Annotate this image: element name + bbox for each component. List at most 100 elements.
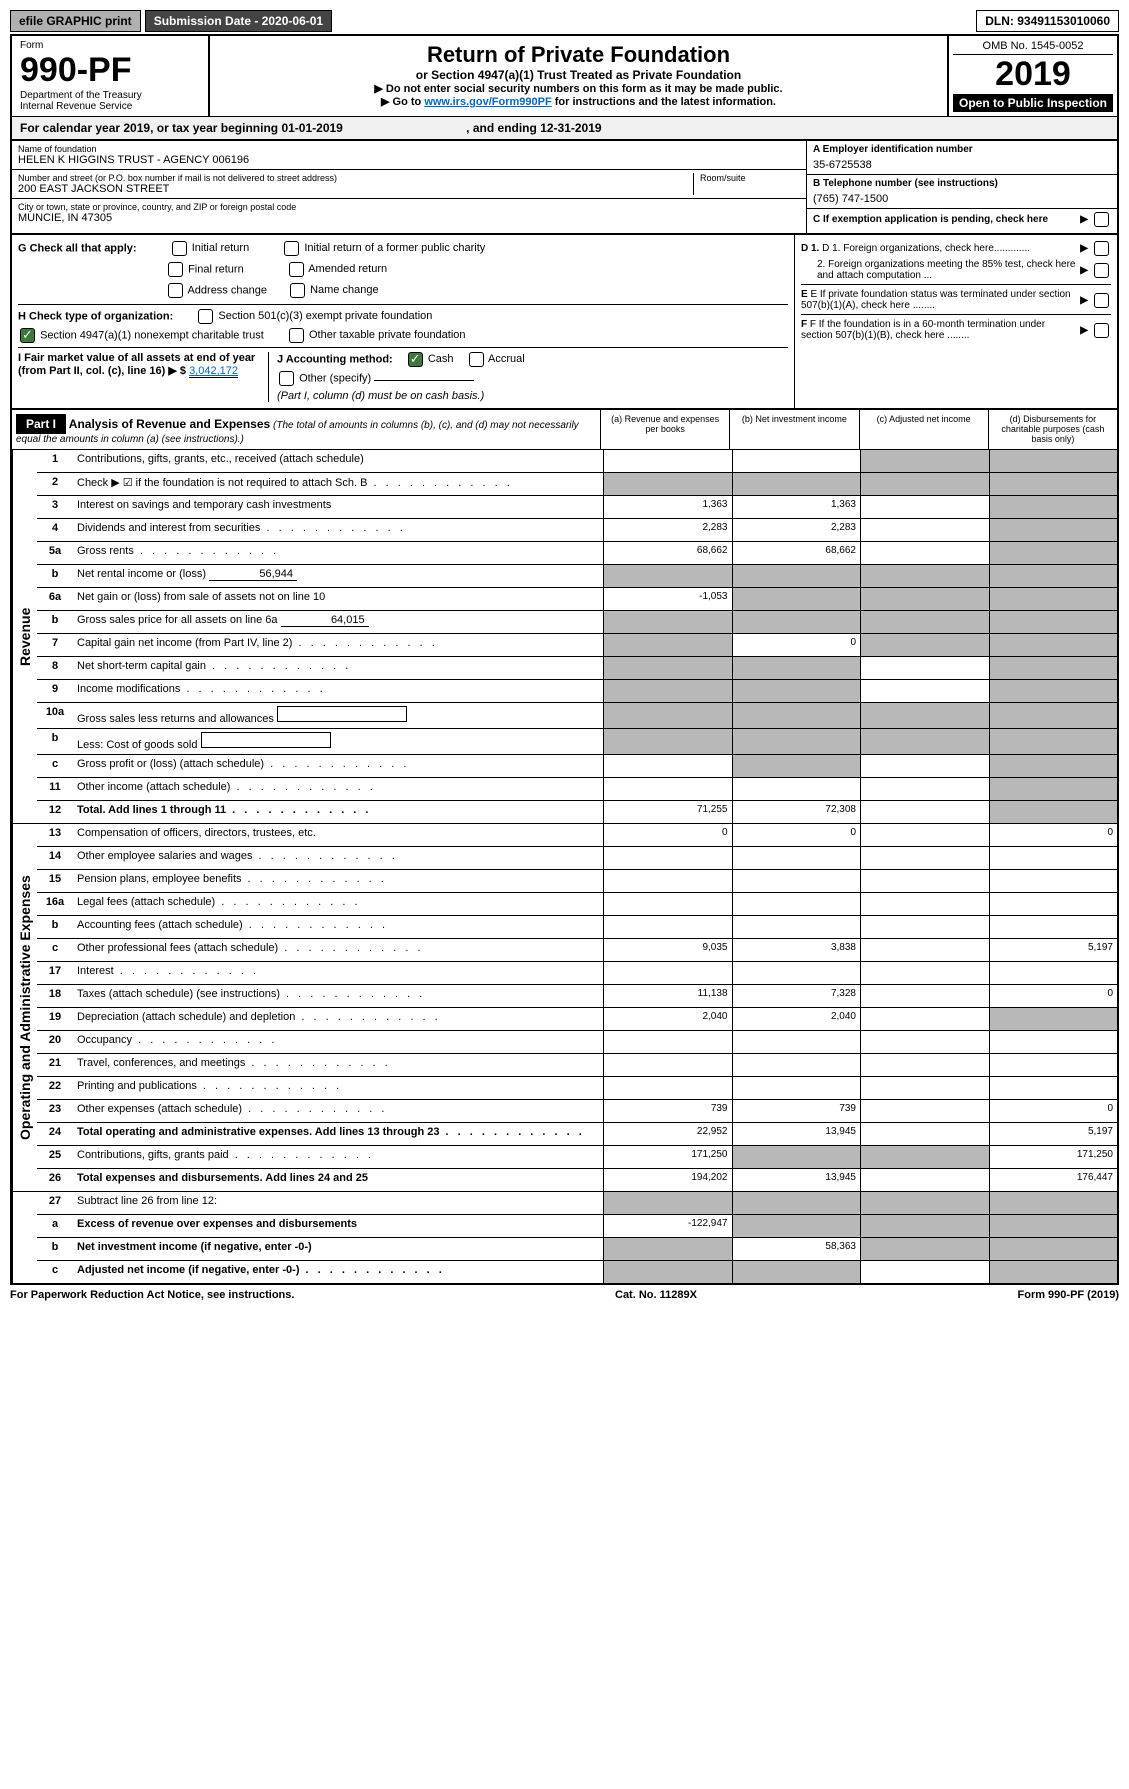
h-check-2[interactable] (20, 328, 35, 343)
form-number: 990-PF (20, 51, 200, 90)
e-check[interactable] (1094, 293, 1109, 308)
city: MUNCIE, IN 47305 (18, 212, 800, 224)
h-check-1[interactable] (198, 309, 213, 324)
city-label: City or town, state or province, country… (18, 202, 800, 212)
form-subtitle: or Section 4947(a)(1) Trust Treated as P… (216, 68, 941, 82)
table-row: 7Capital gain net income (from Part IV, … (37, 634, 1117, 657)
check-section: G Check all that apply: Initial return I… (10, 233, 1119, 408)
table-row: 4Dividends and interest from securities2… (37, 519, 1117, 542)
table-row: 17Interest (37, 962, 1117, 985)
phone-label: B Telephone number (see instructions) (813, 178, 1111, 189)
g-label: G Check all that apply: (18, 242, 137, 254)
j-accrual[interactable] (469, 352, 484, 367)
part1-title: Analysis of Revenue and Expenses (69, 417, 270, 431)
table-row: 13Compensation of officers, directors, t… (37, 824, 1117, 847)
ein: 35-6725538 (813, 155, 1111, 171)
table-row: bGross sales price for all assets on lin… (37, 611, 1117, 634)
footer-mid: Cat. No. 11289X (615, 1289, 697, 1301)
table-row: 1Contributions, gifts, grants, etc., rec… (37, 450, 1117, 473)
h-label: H Check type of organization: (18, 310, 173, 322)
table-row: bNet rental income or (loss) 56,944 (37, 565, 1117, 588)
expenses-table: Operating and Administrative Expenses 13… (10, 824, 1119, 1192)
table-row: 27Subtract line 26 from line 12: (37, 1192, 1117, 1215)
table-row: 9Income modifications (37, 680, 1117, 703)
table-row: 12Total. Add lines 1 through 1171,25572,… (37, 801, 1117, 823)
g-check-5[interactable] (290, 283, 305, 298)
g-check-2[interactable] (168, 262, 183, 277)
address: 200 EAST JACKSON STREET (18, 183, 693, 195)
expenses-label: Operating and Administrative Expenses (12, 824, 37, 1191)
d1-check[interactable] (1094, 241, 1109, 256)
part1-header: Part I Analysis of Revenue and Expenses … (10, 408, 1119, 450)
name-label: Name of foundation (18, 144, 800, 154)
table-row: 3Interest on savings and temporary cash … (37, 496, 1117, 519)
revenue-table: Revenue 1Contributions, gifts, grants, e… (10, 450, 1119, 824)
table-row: 6aNet gain or (loss) from sale of assets… (37, 588, 1117, 611)
table-row: 10aGross sales less returns and allowanc… (37, 703, 1117, 729)
table-row: 22Printing and publications (37, 1077, 1117, 1100)
table-row: 8Net short-term capital gain (37, 657, 1117, 680)
f-check[interactable] (1094, 323, 1109, 338)
g-check-0[interactable] (172, 241, 187, 256)
j-cash[interactable] (408, 352, 423, 367)
table-row: 19Depreciation (attach schedule) and dep… (37, 1008, 1117, 1031)
top-bar: efile GRAPHIC print Submission Date - 20… (10, 10, 1119, 32)
table-row: 23Other expenses (attach schedule)739739… (37, 1100, 1117, 1123)
table-row: bLess: Cost of goods sold (37, 729, 1117, 755)
tax-year: 2019 (953, 55, 1113, 94)
open-public: Open to Public Inspection (953, 94, 1113, 112)
form-word: Form (20, 40, 200, 51)
c-label: C If exemption application is pending, c… (813, 214, 1076, 225)
table-row: 25Contributions, gifts, grants paid171,2… (37, 1146, 1117, 1169)
table-row: cOther professional fees (attach schedul… (37, 939, 1117, 962)
table-row: 20Occupancy (37, 1031, 1117, 1054)
phone: (765) 747-1500 (813, 189, 1111, 205)
table-row: 11Other income (attach schedule) (37, 778, 1117, 801)
col-d-head: (d) Disbursements for charitable purpose… (988, 410, 1117, 449)
j-label: J Accounting method: (277, 353, 393, 365)
ein-label: A Employer identification number (813, 144, 1111, 155)
col-c-head: (c) Adjusted net income (859, 410, 988, 449)
form-note1: ▶ Do not enter social security numbers o… (216, 82, 941, 95)
table-row: 18Taxes (attach schedule) (see instructi… (37, 985, 1117, 1008)
final-table: 27Subtract line 26 from line 12:aExcess … (10, 1192, 1119, 1285)
table-row: bAccounting fees (attach schedule) (37, 916, 1117, 939)
info-grid: Name of foundation HELEN K HIGGINS TRUST… (10, 139, 1119, 233)
table-row: 16aLegal fees (attach schedule) (37, 893, 1117, 916)
omb: OMB No. 1545-0052 (953, 40, 1113, 55)
table-row: cGross profit or (loss) (attach schedule… (37, 755, 1117, 778)
form-header: Form 990-PF Department of the Treasury I… (10, 34, 1119, 116)
irs: Internal Revenue Service (20, 101, 200, 112)
j-note: (Part I, column (d) must be on cash basi… (277, 390, 788, 402)
g-check-3[interactable] (289, 262, 304, 277)
table-row: 15Pension plans, employee benefits (37, 870, 1117, 893)
part1-label: Part I (16, 414, 66, 434)
i-value[interactable]: 3,042,172 (189, 365, 238, 378)
calendar-year: For calendar year 2019, or tax year begi… (10, 116, 1119, 139)
col-a-head: (a) Revenue and expenses per books (600, 410, 729, 449)
irs-link[interactable]: www.irs.gov/Form990PF (424, 96, 551, 108)
foundation-name: HELEN K HIGGINS TRUST - AGENCY 006196 (18, 154, 800, 166)
h-check-3[interactable] (289, 328, 304, 343)
table-row: bNet investment income (if negative, ent… (37, 1238, 1117, 1261)
efile-btn[interactable]: efile GRAPHIC print (10, 10, 141, 32)
table-row: 2Check ▶ ☑ if the foundation is not requ… (37, 473, 1117, 496)
d2-check[interactable] (1094, 263, 1109, 278)
table-row: aExcess of revenue over expenses and dis… (37, 1215, 1117, 1238)
table-row: 5aGross rents68,66268,662 (37, 542, 1117, 565)
submission-btn[interactable]: Submission Date - 2020-06-01 (145, 10, 332, 32)
c-checkbox[interactable] (1094, 212, 1109, 227)
revenue-label: Revenue (12, 450, 37, 823)
page-footer: For Paperwork Reduction Act Notice, see … (10, 1285, 1119, 1305)
g-check-4[interactable] (168, 283, 183, 298)
footer-left: For Paperwork Reduction Act Notice, see … (10, 1289, 294, 1301)
table-row: 14Other employee salaries and wages (37, 847, 1117, 870)
j-other[interactable] (279, 371, 294, 386)
dept: Department of the Treasury (20, 90, 200, 101)
footer-right: Form 990-PF (2019) (1018, 1289, 1119, 1301)
table-row: cAdjusted net income (if negative, enter… (37, 1261, 1117, 1283)
addr-label: Number and street (or P.O. box number if… (18, 173, 693, 183)
table-row: 26Total expenses and disbursements. Add … (37, 1169, 1117, 1191)
g-check-1[interactable] (284, 241, 299, 256)
table-row: 21Travel, conferences, and meetings (37, 1054, 1117, 1077)
